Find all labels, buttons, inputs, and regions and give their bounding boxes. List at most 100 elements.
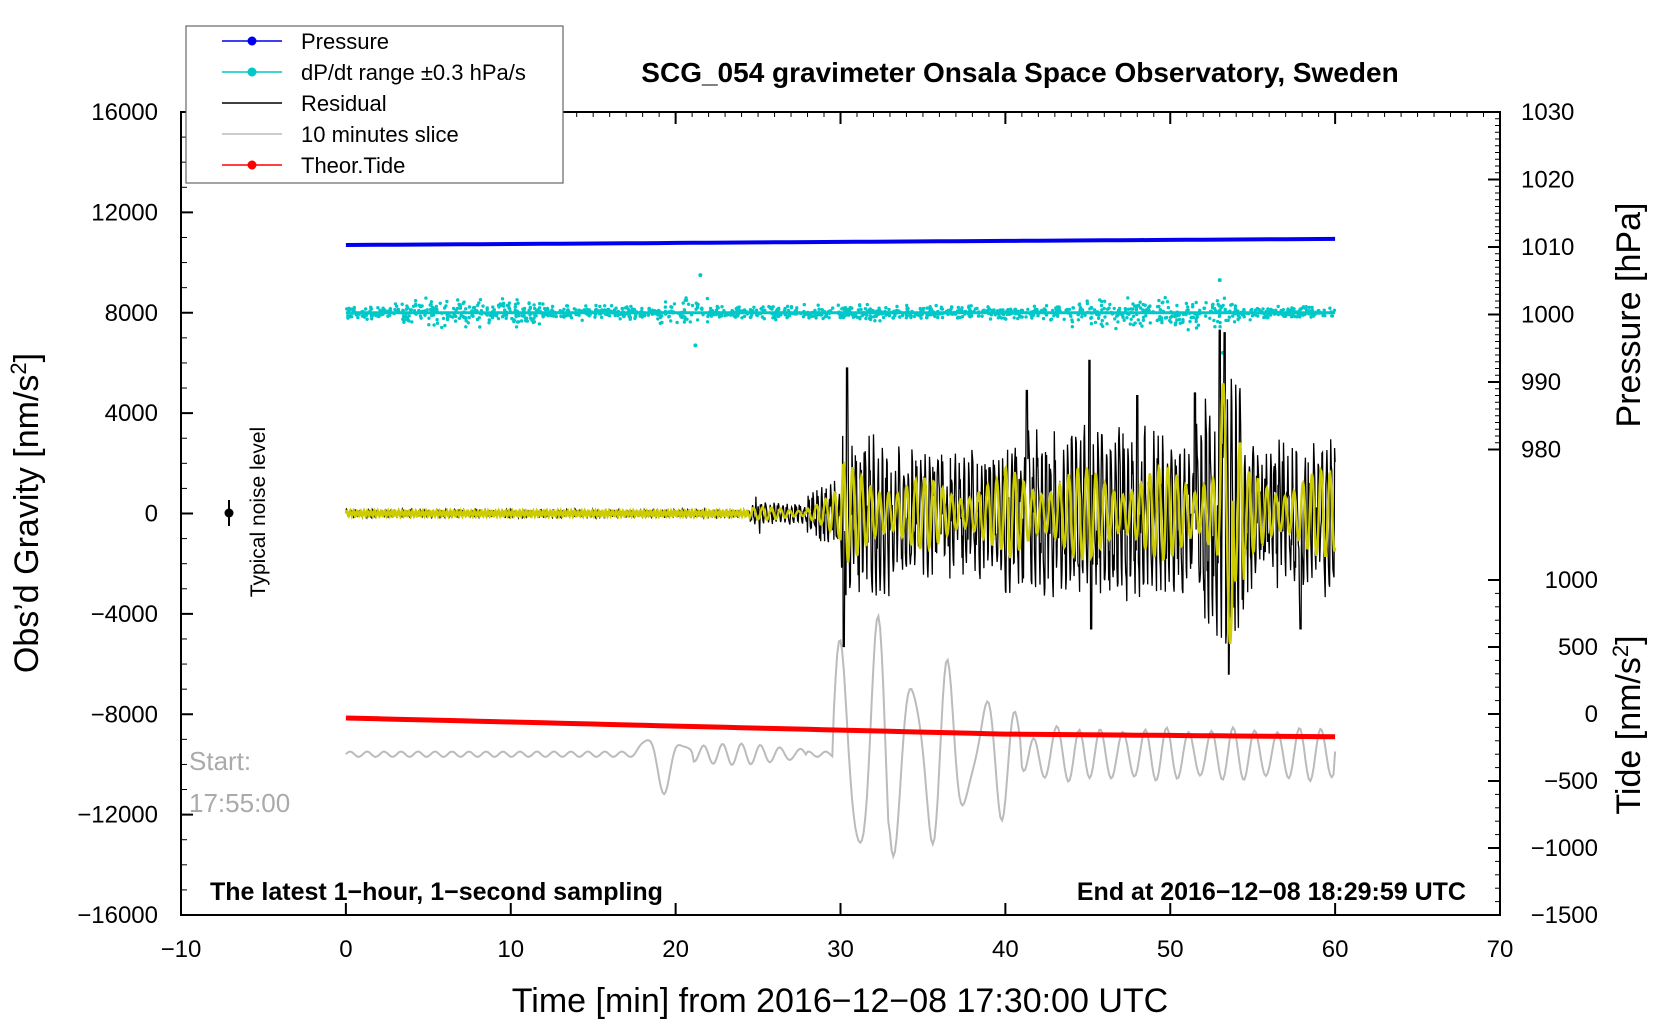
dpdt-point <box>749 315 753 319</box>
dpdt-point <box>418 314 423 318</box>
legend-entry: Residual <box>222 91 387 116</box>
dpdt-point <box>478 298 483 302</box>
dpdt-point <box>1057 306 1062 311</box>
dpdt-point <box>467 305 472 309</box>
dpdt-point <box>705 320 710 324</box>
dpdt-point <box>435 321 440 325</box>
pressure-tick-label: 1020 <box>1521 167 1574 194</box>
dpdt-point <box>1321 313 1325 318</box>
dpdt-point <box>505 303 510 308</box>
dpdt-point <box>967 314 971 318</box>
dpdt-point <box>698 273 703 278</box>
dpdt-point <box>542 306 547 311</box>
dpdt-point <box>603 304 607 308</box>
dpdt-point <box>1070 318 1074 322</box>
dpdt-point <box>1096 316 1101 320</box>
dpdt-point <box>1210 303 1215 307</box>
dpdt-point <box>980 314 984 318</box>
dpdt-point <box>905 303 909 308</box>
legend-entry: dP/dt range ±0.3 hPa/s <box>222 60 526 85</box>
x-axis-title: Time [min] from 2016−12−08 17:30:00 UTC <box>512 982 1168 1020</box>
tide-tick-label: −500 <box>1544 768 1598 795</box>
dpdt-point <box>537 306 542 310</box>
dpdt-point <box>802 302 806 307</box>
x-tick-label: 40 <box>992 936 1019 963</box>
dpdt-point <box>1100 308 1104 312</box>
dpdt-point <box>958 308 962 312</box>
dpdt-point <box>519 319 524 323</box>
dpdt-point <box>999 316 1004 320</box>
dpdt-point <box>533 306 537 311</box>
dpdt-point <box>1052 314 1056 318</box>
dpdt-point <box>1204 301 1208 305</box>
dpdt-point <box>1213 325 1217 329</box>
dpdt-point <box>1328 306 1332 310</box>
tide-tick-label: 500 <box>1558 634 1598 661</box>
dpdt-point <box>1062 317 1066 321</box>
dpdt-point <box>873 319 877 323</box>
dpdt-point <box>929 307 933 311</box>
dpdt-point <box>356 315 360 320</box>
dpdt-point <box>431 308 435 312</box>
dpdt-point <box>481 304 485 308</box>
dpdt-point <box>1012 316 1016 320</box>
dpdt-point <box>683 317 687 321</box>
dpdt-point <box>452 313 456 317</box>
dpdt-point <box>1304 307 1308 311</box>
dpdt-point <box>754 308 759 312</box>
dpdt-point <box>362 315 367 319</box>
series-layer <box>344 236 1337 860</box>
tide-title-bracket: ] <box>1610 635 1648 644</box>
dpdt-point <box>1257 308 1261 312</box>
dpdt-point <box>606 307 611 312</box>
dpdt-point <box>895 308 899 313</box>
dpdt-point <box>1137 303 1141 308</box>
y-left-tick-label: 4000 <box>105 400 158 427</box>
dpdt-point <box>786 304 790 308</box>
dpdt-point <box>1175 303 1179 308</box>
dpdt-point <box>1194 317 1198 321</box>
dpdt-point <box>1208 316 1212 320</box>
dpdt-point <box>737 305 741 309</box>
chart-title: SCG_054 gravimeter Onsala Space Observat… <box>641 57 1398 88</box>
dpdt-point <box>429 300 434 304</box>
x-tick-label: 0 <box>339 936 352 963</box>
y-axis-title-tide: Tide [nm/s2] <box>1608 635 1648 814</box>
y-left-title-text: Obs’d Gravity [nm/s <box>8 375 46 674</box>
dpdt-point <box>531 320 535 325</box>
dpdt-point <box>599 315 604 320</box>
dpdt-point <box>453 319 458 323</box>
dpdt-point <box>1131 314 1136 318</box>
y-left-tick-label: −8000 <box>91 701 158 728</box>
dpdt-point <box>508 307 512 311</box>
dpdt-point <box>816 303 820 307</box>
dpdt-point <box>695 318 700 322</box>
dpdt-point <box>1177 317 1182 322</box>
dpdt-point <box>869 315 873 319</box>
dpdt-point <box>831 306 835 310</box>
dpdt-point <box>988 317 993 321</box>
dpdt-point <box>1001 308 1005 312</box>
dpdt-point <box>364 307 368 311</box>
y-left-tick-label: −4000 <box>91 601 158 628</box>
dpdt-point <box>515 298 519 302</box>
dpdt-point <box>841 315 846 320</box>
dpdt-point <box>370 317 374 321</box>
dpdt-point <box>836 303 840 307</box>
dpdt-point <box>1281 308 1286 312</box>
dpdt-point <box>1125 316 1129 320</box>
dpdt-point <box>496 316 501 321</box>
dpdt-point <box>1212 318 1216 323</box>
dpdt-point <box>365 317 369 321</box>
dpdt-point <box>771 305 775 309</box>
dpdt-point <box>919 316 923 320</box>
dpdt-point <box>614 306 618 310</box>
dpdt-point <box>887 307 891 312</box>
pressure-tick-label: 1000 <box>1521 302 1574 329</box>
dpdt-point <box>514 313 518 318</box>
dpdt-point <box>1041 316 1046 321</box>
dpdt-point <box>1126 296 1130 300</box>
dpdt-point <box>858 304 862 308</box>
dpdt-point <box>934 303 938 308</box>
dpdt-point <box>492 308 496 312</box>
